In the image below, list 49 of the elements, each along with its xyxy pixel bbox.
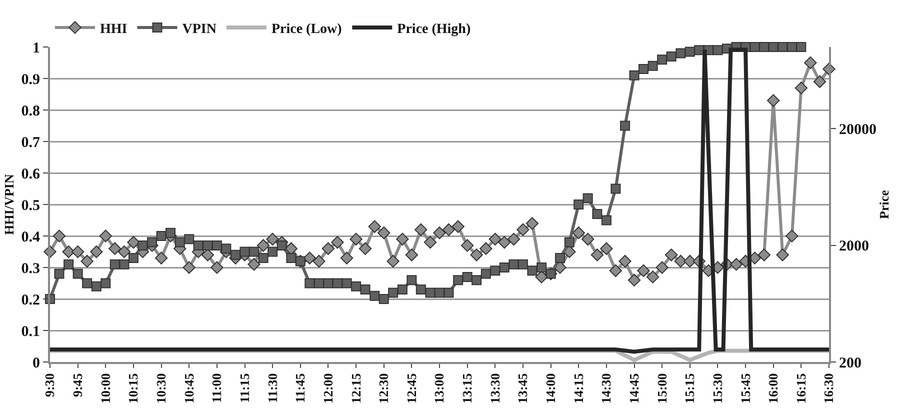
x-tick-label: 15:30 (710, 373, 725, 404)
x-tick-label: 11:45 (292, 372, 308, 403)
x-tick-label: 15:45 (738, 372, 753, 404)
y2-tick-label: 200 (839, 355, 862, 372)
x-tick-label: 13:00 (432, 373, 447, 404)
y-tick-label: 0.4 (21, 229, 40, 246)
x-tick-label: 14:30 (598, 373, 614, 404)
x-tick-label: 10:15 (126, 372, 141, 404)
legend-label: HHI (100, 22, 128, 37)
y-tick-label: 0.6 (21, 166, 40, 182)
x-tick-label: 9:30 (42, 373, 58, 398)
x-tick-label: 11:15 (236, 372, 252, 403)
y-tick-label: 0.7 (21, 134, 40, 151)
x-tick-label: 15:15 (682, 372, 698, 404)
y-tick-label: 0.3 (21, 260, 40, 277)
y-tick-label: 0.2 (21, 292, 40, 308)
x-tick-label: 12:30 (376, 373, 392, 404)
x-tick-label: 16:15 (793, 372, 808, 404)
x-tick-label: 14:45 (626, 372, 642, 404)
x-tick-label: 11:00 (209, 373, 224, 403)
y-tick-label: 0.9 (21, 72, 40, 88)
y2-tick-label: 2000 (839, 238, 869, 255)
y-tick-label: 0.5 (21, 198, 40, 214)
x-tick-label: 12:45 (404, 372, 419, 404)
y2-axis-title: Price (876, 190, 892, 219)
legend-label: VPIN (182, 22, 216, 37)
y-tick-label: 1 (32, 40, 40, 56)
x-tick-label: 13:45 (515, 372, 530, 404)
x-tick-label: 13:15 (460, 372, 475, 404)
x-tick-label: 14:00 (543, 373, 558, 404)
y-tick-label: 0 (32, 355, 40, 372)
x-tick-label: 16:00 (766, 373, 781, 404)
x-tick-label: 10:45 (181, 372, 196, 404)
legend-label: Price (High) (397, 22, 471, 37)
x-tick-label: 10:30 (154, 373, 169, 404)
legend-label: Price (Low) (271, 22, 342, 37)
x-tick-label: 13:30 (487, 373, 502, 404)
y-tick-label: 0.1 (21, 324, 40, 340)
x-tick-label: 14:15 (570, 372, 586, 404)
y-tick-label: 0.8 (21, 103, 40, 120)
y2-tick-label: 20000 (839, 122, 876, 138)
x-tick-label: 10:00 (98, 373, 113, 404)
x-tick-label: 12:15 (348, 372, 364, 404)
x-tick-label: 11:30 (264, 373, 280, 403)
x-tick-label: 9:45 (70, 372, 86, 398)
x-tick-label: 15:00 (654, 373, 670, 404)
x-tick-label: 12:00 (320, 373, 336, 404)
x-tick-label: 16:30 (821, 373, 836, 404)
y-axis-title: HHI/VPIN (2, 174, 17, 235)
